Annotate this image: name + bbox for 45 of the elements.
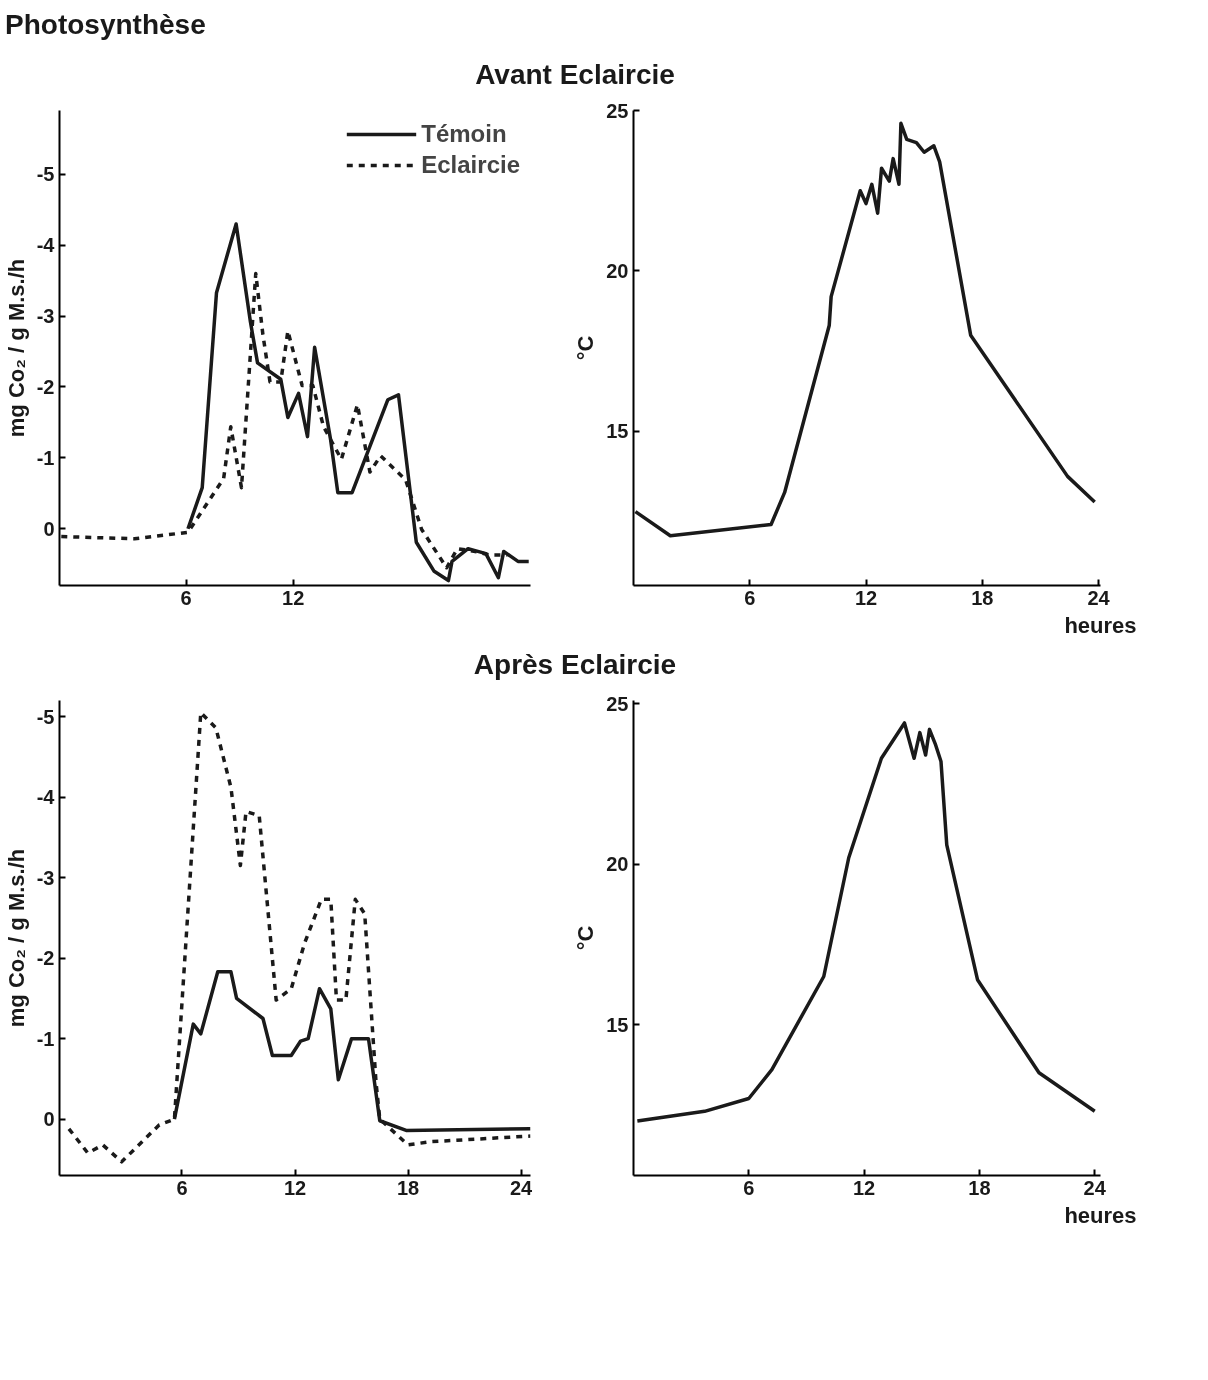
x-tick-label: 18	[396, 1176, 420, 1199]
y-tick-label: -4	[36, 234, 56, 257]
y-tick-label: -2	[36, 947, 55, 970]
y-tick-label: 20	[606, 259, 629, 282]
y-axis-title: mg Co₂ / g M.s./h	[3, 258, 29, 438]
y-tick-label: 15	[606, 420, 629, 443]
x-axis-title: heures	[1064, 612, 1137, 638]
y-tick-label: 0	[43, 517, 55, 540]
x-tick-label: 12	[283, 1176, 307, 1199]
x-tick-label: 12	[852, 1176, 876, 1199]
line-series	[633, 121, 1097, 538]
y-tick-label: -5	[36, 705, 55, 728]
y-tick-label: -2	[36, 375, 55, 398]
y-tick-label: 25	[606, 692, 629, 715]
x-tick-label: 6	[743, 1176, 755, 1199]
legend-label: Eclaircie	[421, 151, 520, 179]
y-axis-title: mg Co₂ / g M.s./h	[3, 848, 29, 1028]
legend-label: Témoin	[421, 120, 507, 148]
y-tick-label: -4	[36, 786, 56, 809]
y-tick-label: -3	[36, 866, 55, 889]
x-tick-label: 24	[1083, 1176, 1107, 1199]
x-tick-label: 24	[509, 1176, 534, 1199]
y-tick-label: -1	[36, 1027, 55, 1050]
chart-subtitle: Avant Eclaircie	[475, 58, 675, 92]
y-tick-label: -3	[36, 305, 55, 328]
line-series	[635, 721, 1097, 1123]
y-tick-label: -1	[36, 446, 55, 469]
x-tick-label: 18	[971, 586, 994, 609]
y-tick-label: 0	[43, 1108, 55, 1131]
x-axis-title: heures	[1064, 1202, 1137, 1228]
chart-subtitle: Après Eclaircie	[473, 648, 677, 682]
x-tick-label: 18	[968, 1176, 991, 1199]
y-tick-label: 15	[606, 1013, 629, 1036]
x-tick-label: 12	[282, 586, 305, 609]
y-axis-title: °C	[573, 925, 599, 951]
y-tick-label: 20	[606, 853, 629, 876]
y-tick-label: 25	[606, 99, 629, 122]
x-tick-label: 24	[1087, 586, 1111, 609]
y-axis-title: °C	[573, 335, 599, 361]
chart-title: Photosynthèse	[5, 8, 206, 42]
x-tick-label: 6	[176, 1176, 188, 1199]
x-tick-label: 6	[744, 586, 756, 609]
y-tick-label: -5	[36, 163, 55, 186]
x-tick-label: 6	[180, 586, 192, 609]
x-tick-label: 12	[854, 586, 878, 609]
